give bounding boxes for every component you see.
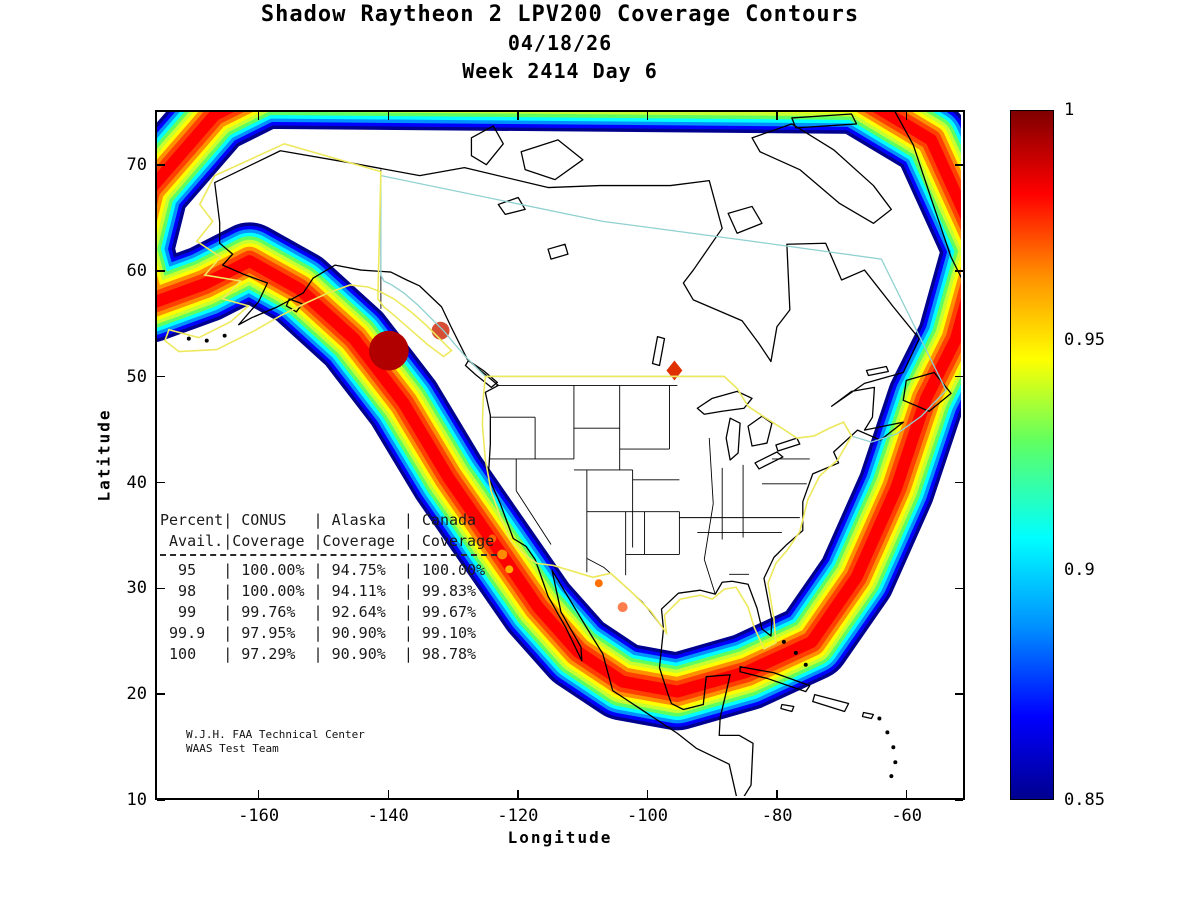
x-tick-label: -120 — [497, 806, 539, 826]
coverage-map — [155, 110, 961, 796]
x-tick-mark — [257, 790, 260, 798]
x-tick-mark — [387, 790, 390, 798]
contour-artifacts — [368, 321, 683, 613]
y-tick-mark — [157, 270, 165, 272]
x-tick-mark — [776, 112, 778, 120]
mainland-coastline — [214, 150, 920, 796]
y-tick-label: 30 — [126, 578, 147, 599]
colorbar-tick-label: 0.95 — [1064, 330, 1105, 350]
colorbar — [1010, 110, 1054, 800]
figure-title: Shadow Raytheon 2 LPV200 Coverage Contou… — [260, 2, 860, 27]
y-tick-mark — [955, 375, 963, 378]
figure-week-day: Week 2414 Day 6 — [462, 59, 658, 83]
x-tick-mark — [646, 112, 649, 120]
y-tick-label: 10 — [126, 790, 147, 810]
y-tick-mark — [955, 270, 963, 272]
y-tick-mark — [157, 375, 165, 378]
x-axis-label: Longitude — [507, 828, 613, 847]
x-tick-label: -140 — [367, 806, 409, 826]
x-tick-mark — [387, 112, 390, 120]
figure-title-block: Shadow Raytheon 2 LPV200 Coverage Contou… — [155, 2, 965, 83]
y-tick-mark — [955, 587, 963, 590]
y-tick-label: 60 — [126, 260, 147, 281]
plot-border — [155, 110, 965, 800]
availability-table-divider — [160, 554, 497, 556]
y-tick-mark — [157, 799, 165, 801]
island-coastlines — [285, 110, 961, 720]
x-tick-mark — [905, 112, 908, 120]
x-tick-label: -100 — [626, 806, 668, 826]
alaska-service-volume-outline — [164, 142, 453, 358]
availability-table-rows: 95 | 100.00% | 94.75% | 100.00% 98 | 100… — [169, 561, 486, 663]
x-tick-label: -80 — [761, 806, 793, 826]
y-tick-mark — [157, 693, 165, 695]
colorbar-tick-label: 0.9 — [1064, 560, 1095, 580]
y-tick-mark — [157, 481, 165, 484]
y-tick-mark — [955, 799, 963, 801]
x-tick-mark — [646, 790, 649, 798]
colorbar-tick-label: 1 — [1064, 100, 1075, 120]
x-tick-mark — [776, 790, 778, 798]
state-border-lines — [380, 169, 810, 630]
y-axis-label: Latitude — [94, 408, 114, 502]
credit-text: W.J.H. FAA Technical Center WAAS Test Te… — [186, 728, 365, 756]
lakes-outlines — [497, 196, 801, 470]
conus-service-volume-outline — [481, 375, 853, 650]
y-tick-label: 40 — [126, 472, 147, 493]
x-tick-mark — [257, 112, 260, 120]
y-tick-label: 70 — [126, 155, 147, 176]
y-tick-mark — [157, 164, 165, 166]
credit-line-1: W.J.H. FAA Technical Center — [186, 728, 365, 741]
y-tick-mark — [157, 587, 165, 590]
x-tick-mark — [517, 112, 519, 120]
colorbar-tick-label: 0.85 — [1064, 790, 1105, 810]
y-tick-mark — [955, 693, 963, 695]
y-tick-label: 50 — [126, 366, 147, 387]
small-island-dots — [186, 333, 898, 779]
y-tick-mark — [955, 481, 963, 484]
y-tick-label: 20 — [126, 684, 147, 705]
y-tick-mark — [955, 164, 963, 166]
x-tick-mark — [517, 790, 519, 798]
figure-date: 04/18/26 — [507, 31, 613, 55]
availability-table-header: Percent| CONUS | Alaska | Canada Avail.|… — [160, 511, 495, 550]
x-tick-label: -60 — [891, 806, 923, 826]
credit-line-2: WAAS Test Team — [186, 742, 279, 755]
coastlines — [186, 110, 961, 796]
x-tick-mark — [905, 790, 908, 798]
x-tick-label: -160 — [238, 806, 280, 826]
